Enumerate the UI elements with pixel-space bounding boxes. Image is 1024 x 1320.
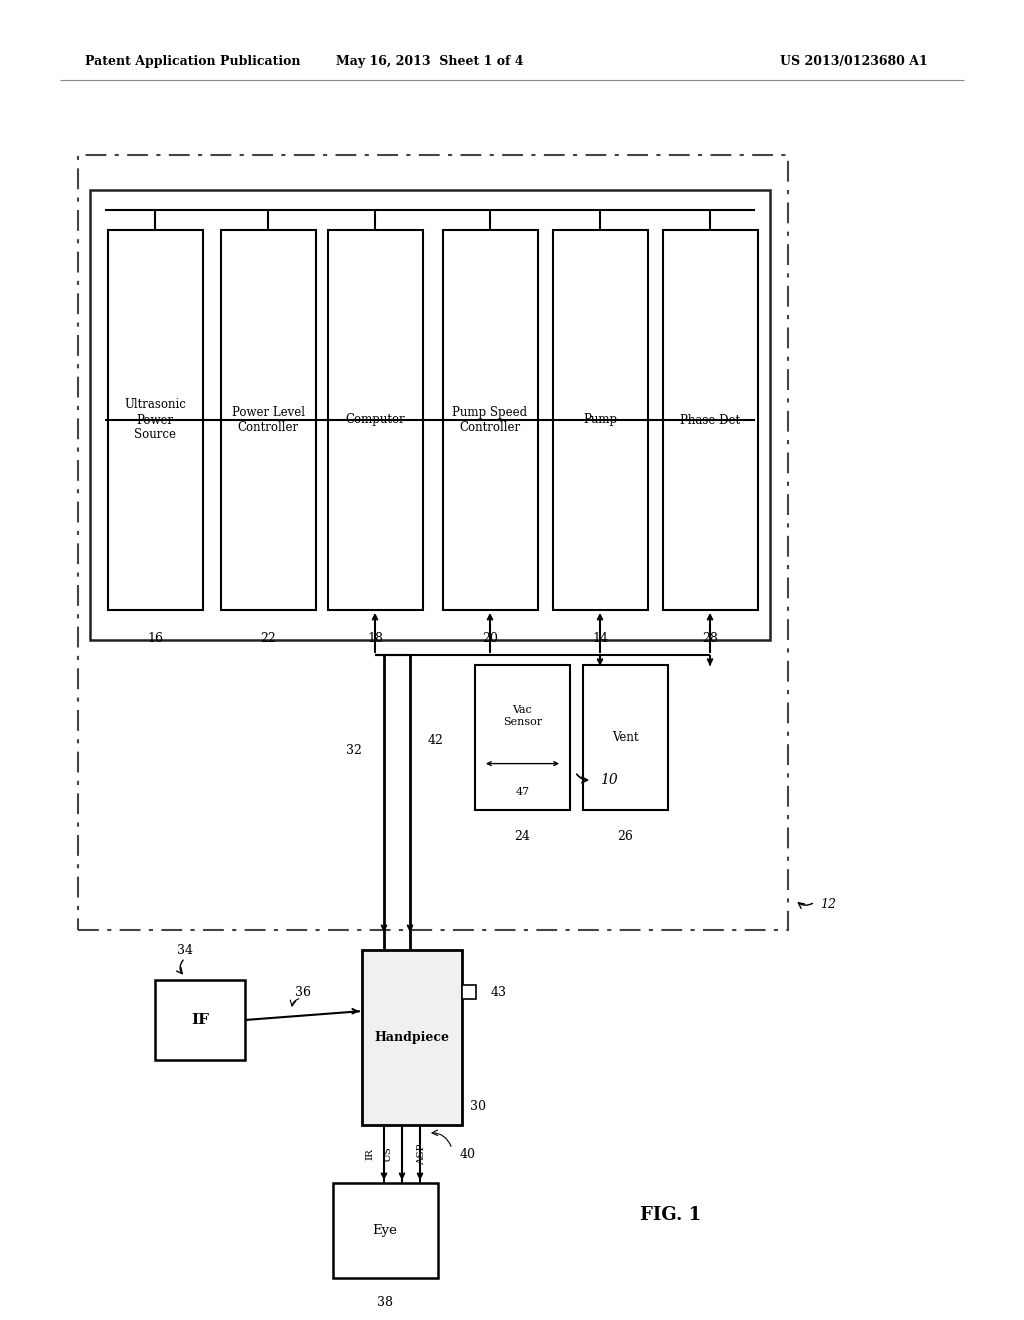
Bar [475, 665, 570, 810]
Text: 34: 34 [177, 944, 193, 957]
Text: ASP: ASP [418, 1143, 427, 1164]
Text: 18: 18 [367, 632, 383, 645]
Text: 10: 10 [600, 774, 617, 787]
Bar [553, 230, 648, 610]
Text: 43: 43 [490, 986, 507, 998]
Text: 14: 14 [592, 632, 608, 645]
Text: 28: 28 [702, 632, 718, 645]
Text: 24: 24 [515, 830, 530, 843]
Text: 12: 12 [820, 899, 836, 912]
Bar [362, 950, 462, 1125]
Text: 20: 20 [482, 632, 498, 645]
Text: 47: 47 [515, 787, 529, 797]
Text: Computer: Computer [345, 413, 404, 426]
Bar [583, 665, 668, 810]
Text: 32: 32 [346, 743, 362, 756]
Bar [108, 230, 203, 610]
Text: May 16, 2013  Sheet 1 of 4: May 16, 2013 Sheet 1 of 4 [336, 55, 523, 69]
Text: Power Level
Controller: Power Level Controller [231, 407, 304, 434]
Text: Handpiece: Handpiece [375, 1031, 450, 1044]
Text: FIG. 1: FIG. 1 [640, 1206, 701, 1224]
Text: 26: 26 [617, 830, 634, 843]
Bar [221, 230, 316, 610]
Bar [462, 985, 476, 999]
Bar [155, 979, 245, 1060]
Bar [333, 1183, 438, 1278]
Text: Vent: Vent [612, 731, 639, 744]
Text: Vac
Sensor: Vac Sensor [503, 705, 542, 726]
Text: US 2013/0123680 A1: US 2013/0123680 A1 [780, 55, 928, 69]
Text: Ultrasonic
Power
Source: Ultrasonic Power Source [124, 399, 186, 441]
Bar [443, 230, 538, 610]
Text: IF: IF [191, 1012, 209, 1027]
Text: 36: 36 [296, 986, 311, 998]
Text: 22: 22 [260, 632, 275, 645]
Text: Patent Application Publication: Patent Application Publication [85, 55, 300, 69]
Text: Phase Det: Phase Det [680, 413, 740, 426]
Bar [328, 230, 423, 610]
Text: 30: 30 [470, 1101, 486, 1114]
Text: US: US [384, 1146, 392, 1162]
Text: 16: 16 [147, 632, 163, 645]
Text: 42: 42 [428, 734, 443, 747]
Text: Pump Speed
Controller: Pump Speed Controller [453, 407, 527, 434]
Text: 38: 38 [377, 1296, 393, 1309]
Text: 40: 40 [460, 1148, 476, 1162]
Bar [663, 230, 758, 610]
Bar [90, 190, 770, 640]
Text: Pump: Pump [583, 413, 617, 426]
Text: Eye: Eye [373, 1224, 397, 1237]
Bar [78, 154, 788, 931]
Text: IR: IR [366, 1148, 375, 1160]
